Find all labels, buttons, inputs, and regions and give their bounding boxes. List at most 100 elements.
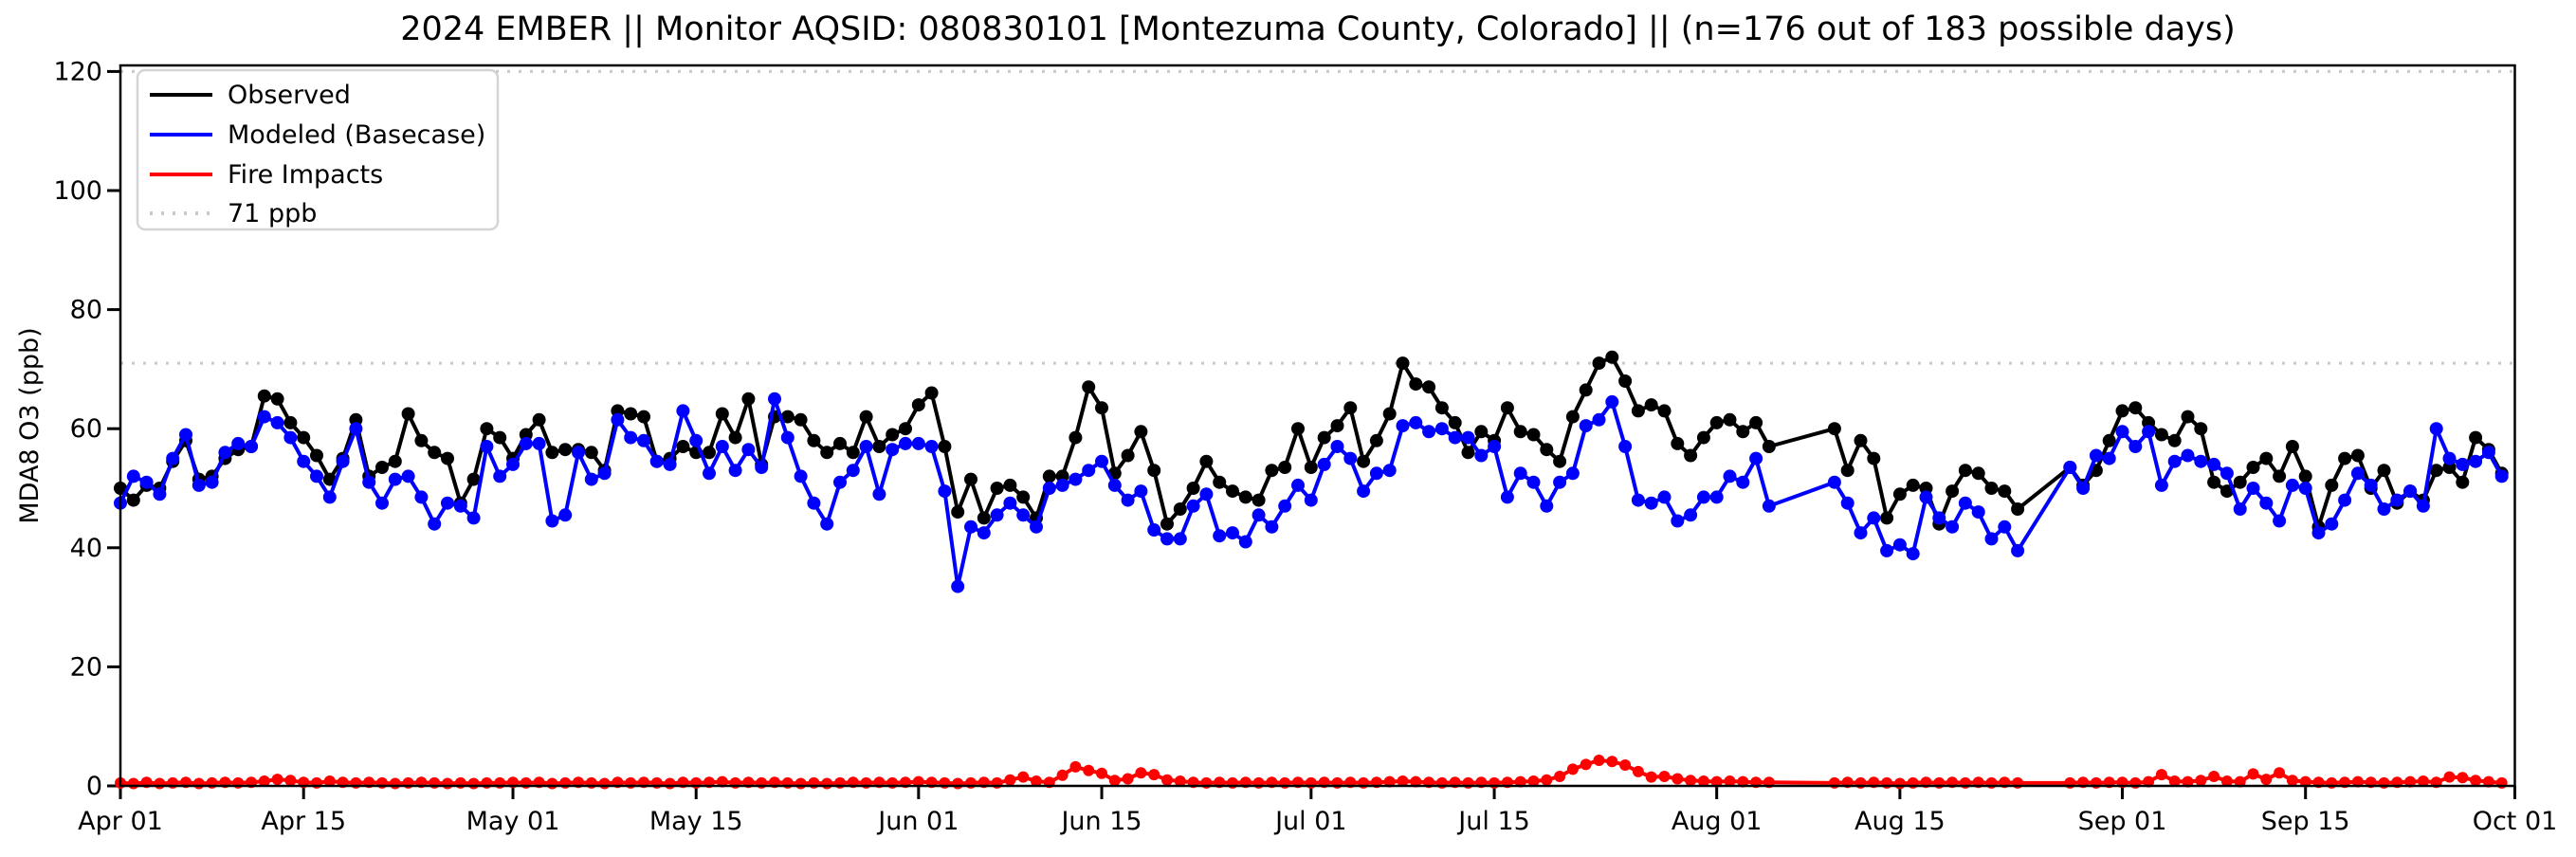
modeled-basecase-marker <box>977 526 991 540</box>
observed-marker <box>2154 428 2168 442</box>
observed-marker <box>1657 404 1672 418</box>
observed-marker <box>637 410 650 424</box>
modeled-basecase-marker <box>1998 520 2012 534</box>
fire-impacts-marker <box>1397 775 1409 787</box>
observed-marker <box>2259 451 2274 465</box>
observed-marker <box>624 407 638 421</box>
observed-marker <box>1984 482 1999 495</box>
modeled-basecase-marker <box>1958 496 1972 510</box>
observed-marker <box>1631 404 1645 418</box>
fire-impacts-marker <box>258 775 270 787</box>
modeled-basecase-marker <box>205 475 219 489</box>
observed-marker <box>2207 475 2221 489</box>
fire-impacts-marker <box>2208 771 2220 782</box>
modeled-basecase-marker <box>1631 493 1645 507</box>
modeled-basecase-marker <box>728 464 742 478</box>
observed-marker <box>1082 380 1096 394</box>
modeled-basecase-marker <box>2246 482 2260 495</box>
fire-impacts-marker <box>1056 769 1069 781</box>
modeled-basecase-marker <box>715 440 729 453</box>
observed-marker <box>2456 475 2470 489</box>
modeled-basecase-marker <box>2142 425 2156 439</box>
modeled-basecase-marker <box>1657 490 1672 504</box>
modeled-basecase-marker <box>1343 451 1358 465</box>
modeled-basecase-marker <box>741 443 756 457</box>
observed-marker <box>2102 433 2116 447</box>
modeled-basecase-marker <box>807 496 821 510</box>
modeled-basecase-marker <box>780 430 795 445</box>
observed-marker <box>1867 451 1881 465</box>
fire-impacts-marker <box>1672 773 1684 785</box>
observed-marker <box>2338 451 2352 465</box>
observed-marker <box>283 415 298 429</box>
observed-marker <box>1317 430 1331 445</box>
observed-marker <box>846 446 860 460</box>
fire-impacts-marker <box>1108 775 1121 787</box>
observed-marker <box>1827 422 1841 436</box>
modeled-basecase-marker <box>2259 496 2274 510</box>
fire-impacts-marker <box>1004 774 1016 786</box>
y-axis-label: MDA8 O3 (ppb) <box>15 327 45 523</box>
modeled-basecase-marker <box>1540 499 1554 513</box>
modeled-basecase-marker <box>1213 529 1227 543</box>
fire-impacts-marker <box>1566 763 1579 775</box>
legend-label-fire-impacts: Fire Impacts <box>228 160 383 190</box>
observed-marker <box>1526 428 1541 442</box>
fire-impacts-marker <box>2155 769 2167 781</box>
observed-marker <box>820 446 834 460</box>
observed-marker <box>951 505 965 520</box>
legend-label-71ppb: 71 ppb <box>228 199 317 228</box>
fire-impacts-marker <box>1514 775 1526 788</box>
fire-impacts-marker <box>1685 775 1697 787</box>
modeled-basecase-marker <box>611 412 625 427</box>
modeled-basecase-marker <box>493 469 507 483</box>
modeled-basecase-marker <box>1513 466 1527 481</box>
modeled-basecase-marker <box>1867 511 1881 525</box>
fire-impacts-marker <box>2274 767 2286 779</box>
fire-impacts-marker <box>2182 775 2194 788</box>
observed-marker <box>1042 469 1056 483</box>
modeled-basecase-marker <box>911 436 925 450</box>
observed-marker <box>1330 419 1344 433</box>
observed-marker <box>859 410 873 424</box>
modeled-basecase-marker <box>1186 499 1200 513</box>
modeled-basecase-marker <box>519 436 533 450</box>
modeled-basecase-marker <box>1736 475 1750 489</box>
modeled-basecase-marker <box>649 454 664 468</box>
modeled-basecase-marker <box>859 440 873 453</box>
observed-marker <box>676 440 690 453</box>
modeled-basecase-marker <box>1762 499 1776 513</box>
observed-marker <box>532 412 546 427</box>
modeled-basecase-marker <box>597 466 612 481</box>
fire-impacts-marker <box>2299 775 2311 788</box>
fire-impacts-marker <box>1148 769 1160 781</box>
observed-marker <box>414 433 429 447</box>
observed-marker <box>2128 401 2143 415</box>
fire-impacts-marker <box>1593 755 1605 766</box>
modeled-basecase-marker <box>2273 514 2287 528</box>
modeled-basecase-marker <box>1251 508 1266 522</box>
observed-marker <box>1396 356 1410 371</box>
observed-marker <box>1251 493 1266 507</box>
observed-marker <box>1461 446 1475 460</box>
observed-marker <box>1213 475 1227 489</box>
fire-impacts-marker <box>1697 775 1709 787</box>
observed-marker <box>1892 487 1907 501</box>
modeled-basecase-marker <box>1160 532 1174 546</box>
observed-marker <box>1186 482 1200 495</box>
modeled-basecase-marker <box>1055 478 1069 492</box>
fire-impacts-marker <box>1554 771 1566 782</box>
observed-marker <box>924 386 939 400</box>
fire-impacts-marker <box>1606 756 1618 768</box>
y-tick-label: 120 <box>53 57 102 86</box>
y-tick-label: 40 <box>70 534 102 563</box>
modeled-basecase-marker <box>2194 454 2208 468</box>
modeled-basecase-marker <box>414 490 429 504</box>
observed-marker <box>2246 461 2260 474</box>
modeled-basecase-marker <box>480 440 494 453</box>
modeled-basecase-marker <box>1409 415 1423 429</box>
modeled-basecase-marker <box>1892 538 1907 552</box>
x-tick-label: Jul 01 <box>1273 807 1347 836</box>
modeled-basecase-marker <box>1278 499 1292 513</box>
